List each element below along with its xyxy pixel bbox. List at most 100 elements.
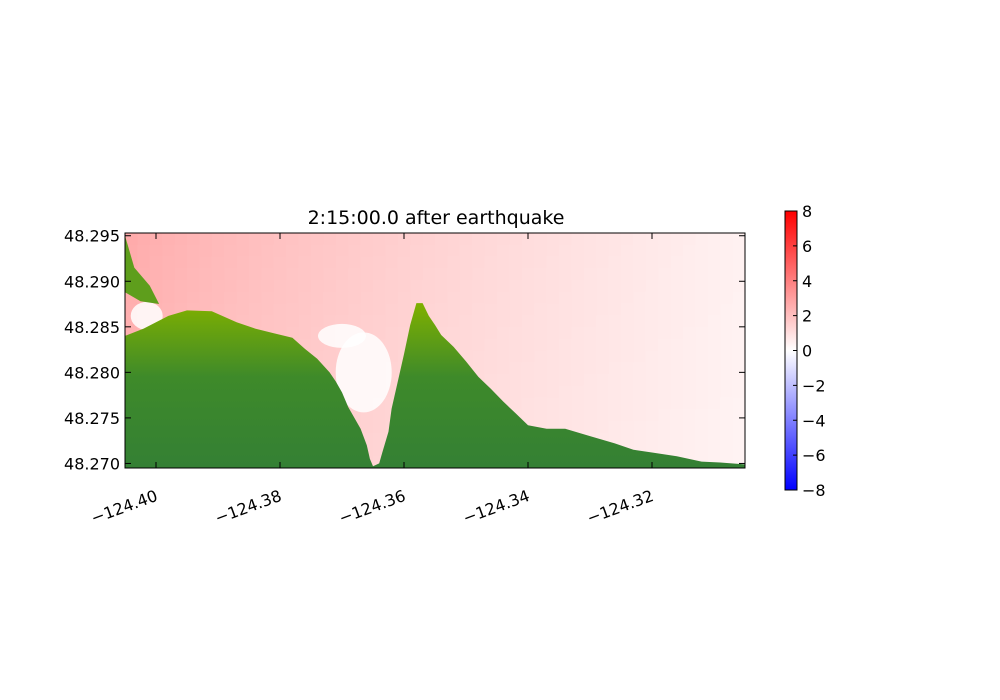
heatmap-cell bbox=[732, 397, 745, 410]
heatmap-cell bbox=[683, 315, 696, 328]
heatmap-cell bbox=[608, 291, 622, 305]
heatmap-cell bbox=[261, 233, 275, 246]
heatmap-cell bbox=[497, 315, 510, 328]
heatmap-cell bbox=[658, 362, 672, 375]
heatmap-cell bbox=[422, 244, 436, 258]
heatmap-cell bbox=[373, 327, 386, 340]
heatmap-cell bbox=[323, 268, 337, 281]
heatmap-cell bbox=[658, 350, 672, 363]
y-tick-label: 48.295 bbox=[64, 227, 120, 246]
heatmap-cell bbox=[348, 244, 362, 258]
heatmap-cell bbox=[720, 303, 734, 316]
heatmap-cell bbox=[397, 268, 411, 281]
heatmap-cell bbox=[583, 350, 597, 363]
near-zero-region bbox=[318, 323, 366, 348]
heatmap-cell bbox=[521, 233, 535, 246]
colorbar-tick-label: −2 bbox=[802, 376, 826, 395]
heatmap-cell bbox=[658, 244, 672, 258]
heatmap-cell bbox=[571, 233, 585, 246]
heatmap-cell bbox=[236, 268, 250, 281]
heatmap-cell bbox=[720, 362, 734, 375]
heatmap-cell bbox=[137, 233, 151, 246]
heatmap-cell bbox=[286, 315, 300, 328]
heatmap-cell bbox=[521, 291, 535, 305]
heatmap-cell bbox=[162, 233, 176, 246]
heatmap-cell bbox=[645, 327, 659, 340]
heatmap-cell bbox=[559, 244, 572, 258]
near-zero-region bbox=[130, 301, 163, 330]
heatmap-cell bbox=[683, 303, 696, 316]
heatmap-cell bbox=[497, 350, 510, 363]
heatmap-cell bbox=[174, 244, 188, 258]
heatmap-cell bbox=[335, 280, 349, 293]
heatmap-cell bbox=[621, 421, 634, 434]
heatmap-cell bbox=[348, 233, 362, 246]
heatmap-cell bbox=[311, 244, 324, 258]
heatmap-cell bbox=[608, 244, 622, 258]
heatmap-cell bbox=[521, 409, 535, 422]
heatmap-cell bbox=[608, 315, 622, 328]
heatmap-cell bbox=[360, 421, 374, 434]
heatmap-cell bbox=[261, 303, 275, 316]
heatmap-cell bbox=[323, 291, 337, 305]
heatmap-cell bbox=[249, 256, 262, 269]
heatmap-cell bbox=[385, 338, 399, 352]
heatmap-cell bbox=[670, 315, 684, 328]
heatmap-cell bbox=[596, 374, 610, 387]
heatmap-cell bbox=[385, 233, 399, 246]
heatmap-cell bbox=[149, 268, 163, 281]
heatmap-cell bbox=[658, 421, 672, 434]
heatmap-cell bbox=[335, 303, 349, 316]
heatmap-cell bbox=[720, 338, 734, 352]
heatmap-cell bbox=[596, 291, 610, 305]
heatmap-cell bbox=[707, 268, 721, 281]
heatmap-cell bbox=[534, 374, 548, 387]
heatmap-cell bbox=[732, 385, 745, 399]
heatmap-cell bbox=[720, 256, 734, 269]
heatmap-cell bbox=[608, 327, 622, 340]
heatmap-cell bbox=[447, 303, 461, 316]
heatmap-cell bbox=[608, 256, 622, 269]
heatmap-cell bbox=[149, 233, 163, 246]
heatmap-cell bbox=[645, 303, 659, 316]
heatmap-cell bbox=[472, 327, 486, 340]
heatmap-cell bbox=[596, 409, 610, 422]
heatmap-cell bbox=[459, 280, 473, 293]
heatmap-cell bbox=[633, 338, 647, 352]
heatmap-cell bbox=[546, 233, 560, 246]
heatmap-cell bbox=[732, 291, 745, 305]
heatmap-cell bbox=[534, 350, 548, 363]
heatmap-cell bbox=[546, 256, 560, 269]
heatmap-cell bbox=[670, 268, 684, 281]
heatmap-cell bbox=[162, 280, 176, 293]
heatmap-cell bbox=[199, 256, 213, 269]
heatmap-cell bbox=[720, 291, 734, 305]
heatmap-cell bbox=[534, 244, 548, 258]
heatmap-cell bbox=[608, 421, 622, 434]
heatmap-cell bbox=[658, 280, 672, 293]
heatmap-cell bbox=[670, 409, 684, 422]
heatmap-cell bbox=[149, 244, 163, 258]
heatmap-cell bbox=[559, 303, 572, 316]
heatmap-cell bbox=[521, 338, 535, 352]
heatmap-cell bbox=[447, 233, 461, 246]
heatmap-cell bbox=[162, 244, 176, 258]
heatmap-cell bbox=[583, 397, 597, 410]
heatmap-cell bbox=[397, 303, 411, 316]
heatmap-cell bbox=[298, 303, 312, 316]
heatmap-cell bbox=[236, 280, 250, 293]
heatmap-cell bbox=[534, 338, 548, 352]
heatmap-cell bbox=[596, 233, 610, 246]
heatmap-cell bbox=[720, 421, 734, 434]
heatmap-cell bbox=[695, 444, 709, 457]
heatmap-cell bbox=[658, 256, 672, 269]
heatmap-cell bbox=[695, 244, 709, 258]
heatmap-cell bbox=[707, 374, 721, 387]
heatmap-cell bbox=[608, 385, 622, 399]
heatmap-cell bbox=[397, 327, 411, 340]
heatmap-cell bbox=[670, 338, 684, 352]
heatmap-cell bbox=[608, 397, 622, 410]
heatmap-cell bbox=[323, 233, 337, 246]
heatmap-cell bbox=[596, 421, 610, 434]
heatmap-cell bbox=[385, 291, 399, 305]
